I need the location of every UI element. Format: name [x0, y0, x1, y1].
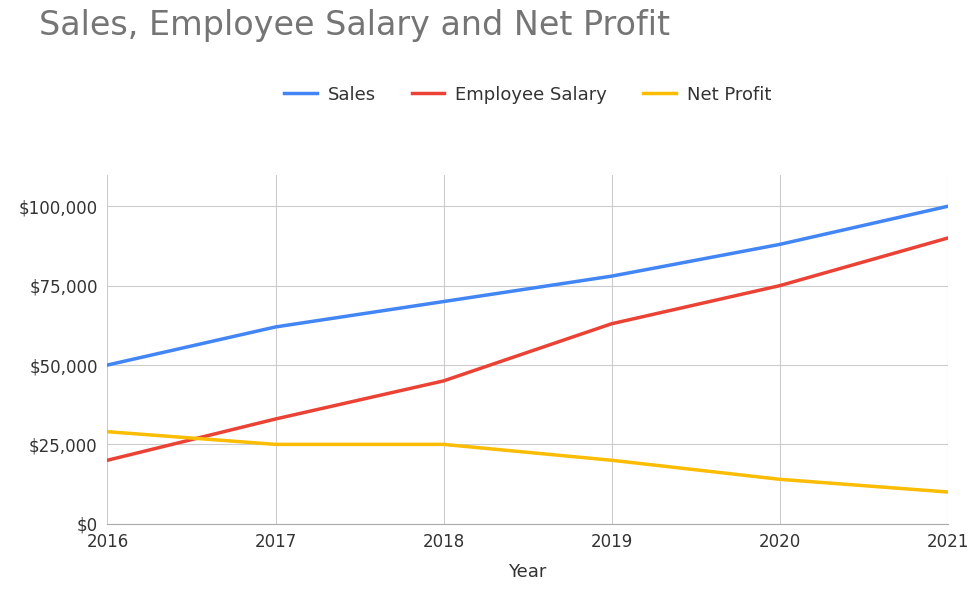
Net Profit	[270, 441, 281, 448]
Sales	[270, 323, 281, 330]
Line: Net Profit: Net Profit	[107, 432, 948, 492]
Employee Salary	[438, 377, 449, 385]
Employee Salary	[606, 320, 617, 327]
Sales	[942, 203, 954, 210]
Legend: Sales, Employee Salary, Net Profit: Sales, Employee Salary, Net Profit	[277, 79, 778, 111]
Employee Salary	[270, 415, 281, 423]
Line: Sales: Sales	[107, 206, 948, 365]
Sales	[606, 273, 617, 280]
Net Profit	[438, 441, 449, 448]
Net Profit	[942, 488, 954, 495]
Net Profit	[774, 476, 786, 483]
Sales	[102, 361, 113, 368]
Employee Salary	[942, 234, 954, 241]
Net Profit	[606, 457, 617, 464]
Line: Employee Salary: Employee Salary	[107, 238, 948, 461]
Text: Sales, Employee Salary and Net Profit: Sales, Employee Salary and Net Profit	[39, 9, 670, 42]
Employee Salary	[774, 282, 786, 290]
Sales	[438, 298, 449, 305]
Sales	[774, 241, 786, 248]
X-axis label: Year: Year	[508, 563, 547, 580]
Employee Salary	[102, 457, 113, 464]
Net Profit	[102, 428, 113, 435]
